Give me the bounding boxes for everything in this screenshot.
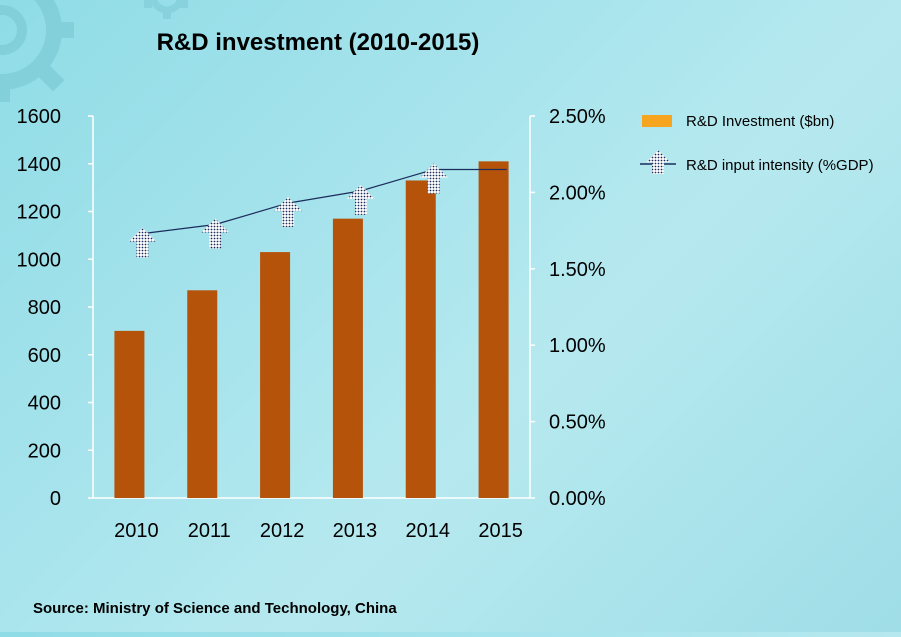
bar	[187, 290, 218, 498]
line-series	[128, 163, 507, 258]
line-point-marker	[419, 163, 448, 194]
legend: R&D Investment ($bn) R&D input intensity…	[640, 113, 874, 174]
right-tick-label: 0.50%	[549, 412, 606, 434]
left-tick-label: 1400	[17, 154, 62, 176]
left-tick-label: 800	[28, 297, 61, 319]
left-tick-label: 600	[28, 345, 61, 367]
x-tick-label: 2013	[333, 520, 378, 542]
chart-title: R&D investment (2010-2015)	[157, 29, 480, 56]
x-tick-label: 2014	[406, 520, 451, 542]
x-tick-label: 2010	[114, 520, 159, 542]
legend-line-marker-icon	[646, 150, 670, 174]
series-line	[142, 168, 507, 235]
left-tick-label: 400	[28, 393, 61, 415]
x-tick-label: 2011	[188, 520, 231, 542]
right-tick-label: 1.00%	[549, 335, 606, 357]
bar	[478, 161, 509, 499]
x-axis-labels: 2010 2011 2012 2013 2014 2015	[114, 520, 523, 542]
legend-entry-bar: R&D Investment ($bn)	[686, 113, 834, 130]
line-point-marker	[128, 227, 157, 258]
gear-icon	[0, 0, 74, 102]
right-tick-label: 1.50%	[549, 259, 606, 281]
line-point-marker	[201, 218, 230, 249]
left-tick-label: 0	[50, 488, 61, 510]
line-point-marker	[274, 197, 303, 228]
source-note: Source: Ministry of Science and Technolo…	[33, 600, 397, 617]
left-tick-label: 1600	[17, 106, 62, 128]
legend-entry-line: R&D input intensity (%GDP)	[686, 157, 874, 174]
bar	[332, 218, 363, 498]
left-axis-ticks: 0 200 400 600 800 1000 1200 1400 1600	[17, 106, 93, 510]
line-point-marker	[346, 184, 375, 215]
right-tick-label: 2.50%	[549, 106, 606, 128]
right-tick-label: 2.00%	[549, 182, 606, 204]
left-tick-label: 200	[28, 440, 61, 462]
right-tick-label: 0.00%	[549, 488, 606, 510]
x-tick-label: 2015	[478, 520, 523, 542]
bar	[405, 180, 436, 498]
gear-icon	[144, 0, 188, 19]
bar	[260, 252, 291, 498]
legend-bar-swatch	[642, 115, 672, 127]
bar-series	[114, 161, 509, 499]
left-tick-label: 1200	[17, 202, 62, 224]
right-axis-ticks: 0.00% 0.50% 1.00% 1.50% 2.00% 2.50%	[530, 106, 606, 510]
bar	[114, 330, 145, 498]
left-tick-label: 1000	[17, 249, 62, 271]
x-tick-label: 2012	[260, 520, 305, 542]
